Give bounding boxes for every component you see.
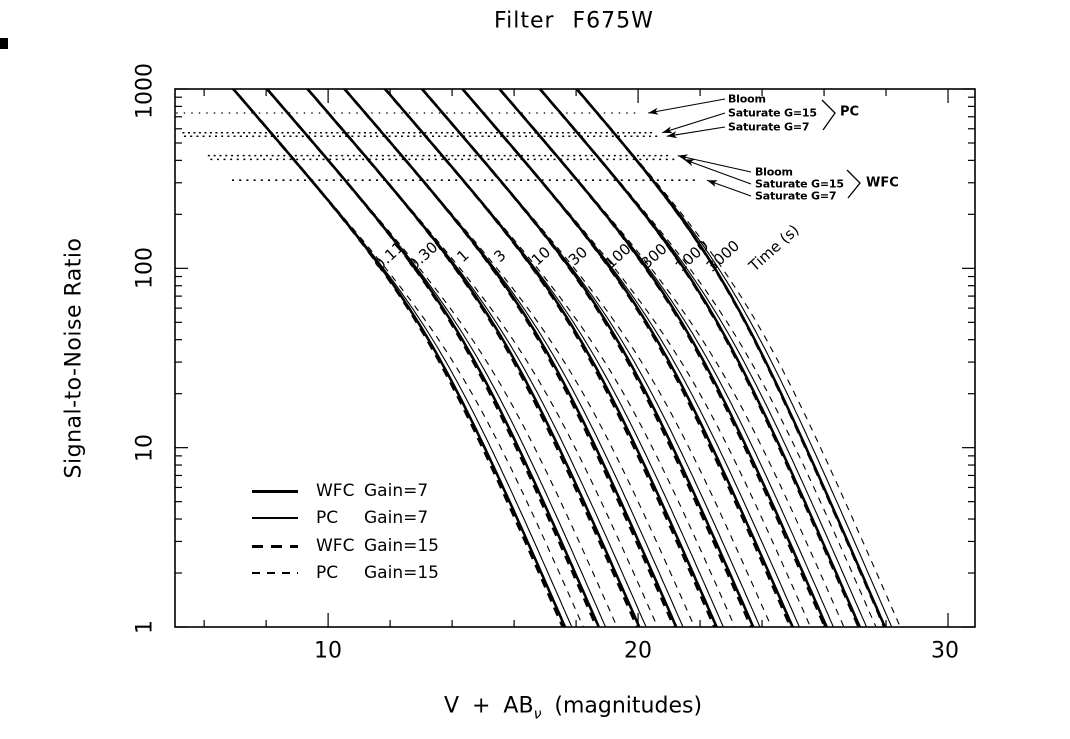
- page-edge-artifact: [0, 38, 8, 49]
- snr-curve-PC-Gain-15-t1000: [539, 89, 877, 627]
- snr-curve-PC-Gain-15-t100: [461, 89, 812, 627]
- x-axis-label: V + ABν (magnitudes): [444, 694, 702, 723]
- snr-curve-WFC-Gain-7-t0.11: [231, 89, 567, 627]
- legend-line-sample-thin-solid: [252, 517, 298, 519]
- annotation-arrows: [648, 98, 752, 197]
- y-tick-label-100: 100: [132, 247, 158, 289]
- legend-detector-label: PC: [316, 508, 339, 528]
- annotation-wfc-bloom: Bloom: [755, 165, 793, 179]
- annotation-pc-sat7: Saturate G=7: [728, 120, 810, 134]
- annotation-arrow: [706, 179, 752, 197]
- annotation-arrow: [648, 98, 726, 115]
- x-axis-label-units: (magnitudes): [554, 693, 703, 719]
- snr-curve-WFC-Gain-15-t300: [497, 89, 827, 627]
- x-axis-label-main: V + AB: [443, 693, 534, 719]
- x-tick-label-30: 30: [931, 638, 959, 664]
- snr-curve-WFC-Gain-7-t300: [497, 89, 829, 627]
- annotation-wfc-sat15: Saturate G=15: [755, 177, 844, 191]
- annotation-arrow: [666, 126, 726, 139]
- snr-curve-PC-Gain-15-t300: [498, 89, 845, 627]
- annotation-pc-sat15: Saturate G=15: [728, 106, 817, 120]
- y-tick-label-10: 10: [132, 434, 158, 462]
- snr-curve-PC-Gain-7-t3000: [576, 89, 893, 627]
- x-tick-label-10: 10: [314, 638, 342, 664]
- x-axis-label-subscript: ν: [533, 706, 542, 723]
- snr-curve-PC-Gain-15-t3000: [576, 89, 901, 627]
- legend-gain-label: Gain=7: [364, 481, 429, 501]
- snr-curve-WFC-Gain-7-t1000: [538, 89, 862, 627]
- legend-gain-label: Gain=15: [364, 563, 439, 583]
- snr-curve-PC-Gain-7-t300: [498, 89, 835, 627]
- y-axis-label: Signal-to-Noise Ratio: [61, 237, 87, 479]
- legend-row-wfc-gain7: WFC Gain=7: [252, 481, 428, 501]
- legend-row-pc-gain7: PC Gain=7: [252, 508, 428, 528]
- snr-curve-WFC-Gain-7-t100: [460, 89, 795, 627]
- annotation-arrow: [661, 112, 726, 134]
- y-tick-label-1000: 1000: [132, 63, 158, 119]
- x-axis-label-tail: [541, 694, 554, 719]
- snr-curve-WFC-Gain-7-t10: [383, 89, 719, 627]
- snr-curve-WFC-Gain-15-t1000: [538, 89, 861, 627]
- legend-line-sample-thick-dashed: [252, 544, 298, 548]
- legend-gain-label: Gain=7: [364, 508, 429, 528]
- y-tick-label-1: 1: [132, 620, 158, 634]
- saturation-limit-lines: [176, 112, 701, 182]
- legend-line-sample-thin-dashed: [252, 572, 298, 574]
- chart-title: Filter F675W: [494, 8, 654, 34]
- annotation-pc-bloom: Bloom: [728, 92, 766, 106]
- snr-curve-WFC-Gain-7-t30: [420, 89, 755, 627]
- snr-curve-WFC-Gain-7-t3: [342, 89, 678, 627]
- annotation-arrow: [677, 154, 752, 173]
- legend-gain-label: Gain=15: [364, 536, 439, 556]
- x-tick-label-20: 20: [624, 638, 652, 664]
- snr-curve-WFC-Gain-7-t0.3: [265, 89, 601, 627]
- snr-curve-WFC-Gain-7-t1: [305, 89, 641, 627]
- annotation-wfc-sat7: Saturate G=7: [755, 189, 837, 203]
- snr-curve-PC-Gain-7-t1000: [539, 89, 868, 627]
- legend-row-wfc-gain15: WFC Gain=15: [252, 536, 439, 556]
- annotation-pc-group-label: PC: [840, 104, 860, 120]
- legend-line-sample-thick-solid: [252, 489, 298, 493]
- legend-detector-label: PC: [316, 563, 339, 583]
- legend-detector-label: WFC: [316, 536, 355, 556]
- snr-curve-WFC-Gain-7-t3000: [574, 89, 887, 627]
- legend-row-pc-gain15: PC Gain=15: [252, 563, 439, 583]
- pc-bracket: [821, 99, 836, 131]
- annotation-brackets: [821, 99, 861, 199]
- legend-detector-label: WFC: [316, 481, 355, 501]
- wfc-bracket: [846, 169, 861, 199]
- snr-curves: [231, 89, 901, 627]
- annotation-arrow: [683, 158, 752, 185]
- axis-ticks: [175, 88, 975, 628]
- snr-curve-PC-Gain-15-t0.11: [232, 89, 584, 627]
- annotation-wfc-group-label: WFC: [866, 175, 899, 191]
